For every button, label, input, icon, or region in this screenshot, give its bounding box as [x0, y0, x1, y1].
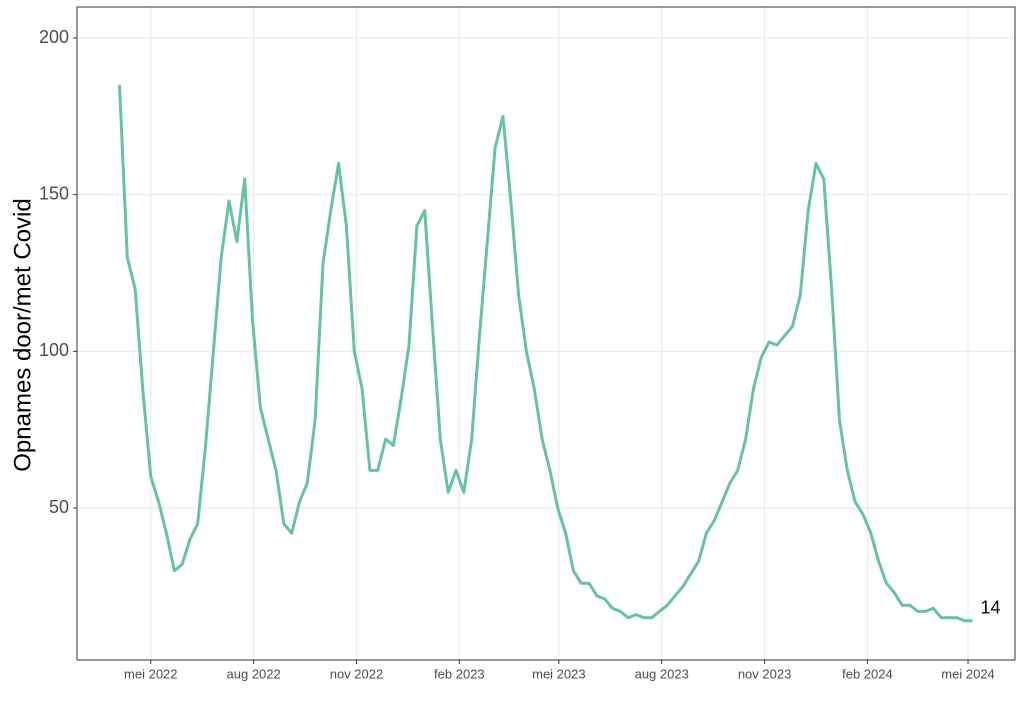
y-tick-label: 100: [39, 340, 69, 360]
y-axis-title: Opnames door/met Covid: [9, 198, 36, 471]
y-tick-label: 200: [39, 27, 69, 47]
end-label: 14: [981, 598, 1001, 618]
line: [118, 84, 973, 623]
y-tick-label: 150: [39, 183, 69, 203]
x-tick-label: feb 2023: [434, 666, 485, 681]
x-tick-label: aug 2022: [227, 666, 281, 681]
x-tick-label: feb 2024: [842, 666, 893, 681]
x-tick-label: mei 2022: [124, 666, 177, 681]
x-tick-label: nov 2023: [738, 666, 792, 681]
panel-border: [76, 6, 1016, 661]
x-tick-label: mei 2023: [532, 666, 585, 681]
x-tick-label: aug 2023: [635, 666, 689, 681]
y-tick-label: 50: [49, 497, 69, 517]
x-tick-label: nov 2022: [330, 666, 384, 681]
x-tick-label: mei 2024: [941, 666, 994, 681]
